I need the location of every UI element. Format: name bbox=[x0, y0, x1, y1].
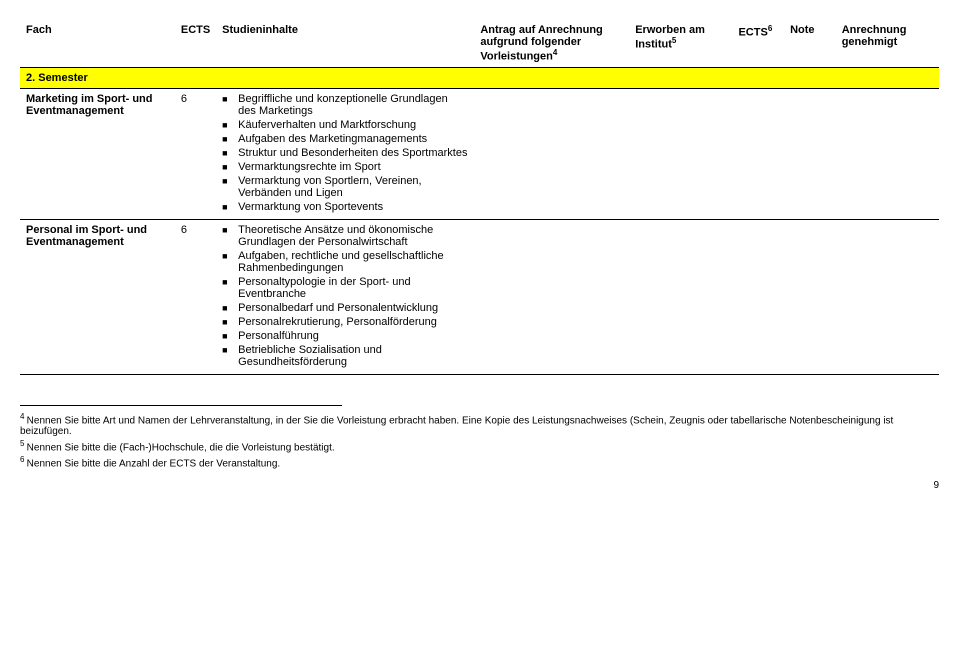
list-item: Vermarktung von Sportevents bbox=[222, 201, 468, 213]
header-row: Fach ECTS Studieninhalte Antrag auf Anre… bbox=[20, 20, 939, 67]
footnote-5: 5 Nennen Sie bitte die (Fach-)Hochschule… bbox=[20, 439, 921, 453]
row-ects: 6 bbox=[175, 88, 216, 219]
header-ects2: ECTS6 bbox=[732, 20, 784, 67]
row-studien: Begriffliche und konzeptionelle Grundlag… bbox=[216, 88, 474, 219]
row-antrag[interactable] bbox=[474, 88, 629, 219]
row-fach: Personal im Sport- und Eventmanagement bbox=[20, 219, 175, 374]
list-item: Personalbedarf und Personalentwicklung bbox=[222, 302, 468, 314]
list-item: Personalrekrutierung, Personalförderung bbox=[222, 316, 468, 328]
semester-label: 2. Semester bbox=[20, 67, 175, 88]
bullet-list: Begriffliche und konzeptionelle Grundlag… bbox=[222, 93, 468, 213]
list-item: Begriffliche und konzeptionelle Grundlag… bbox=[222, 93, 468, 117]
credit-table: Fach ECTS Studieninhalte Antrag auf Anre… bbox=[20, 20, 939, 375]
row-studien: Theoretische Ansätze und ökonomische Gru… bbox=[216, 219, 474, 374]
list-item: Vermarktung von Sportlern, Vereinen, Ver… bbox=[222, 175, 468, 199]
row-anrechnung[interactable] bbox=[836, 219, 939, 374]
row-erworben[interactable] bbox=[629, 219, 732, 374]
header-erworben: Erworben am Institut5 bbox=[629, 20, 732, 67]
row-note[interactable] bbox=[784, 88, 836, 219]
list-item: Struktur und Besonderheiten des Sportmar… bbox=[222, 147, 468, 159]
row-fach: Marketing im Sport- und Eventmanagement bbox=[20, 88, 175, 219]
list-item: Theoretische Ansätze und ökonomische Gru… bbox=[222, 224, 468, 248]
footnote-6: 6 Nennen Sie bitte die Anzahl der ECTS d… bbox=[20, 455, 921, 469]
list-item: Aufgaben, rechtliche und gesellschaftlic… bbox=[222, 250, 468, 274]
row-ects2[interactable] bbox=[732, 88, 784, 219]
row-erworben[interactable] bbox=[629, 88, 732, 219]
semester-row: 2. Semester bbox=[20, 67, 939, 88]
footnote-4: 4 Nennen Sie bitte Art und Namen der Leh… bbox=[20, 412, 921, 437]
header-anrechnung: Anrechnung genehmigt bbox=[836, 20, 939, 67]
list-item: Personalführung bbox=[222, 330, 468, 342]
header-ects: ECTS bbox=[175, 20, 216, 67]
header-studien: Studieninhalte bbox=[216, 20, 474, 67]
list-item: Aufgaben des Marketingmanagements bbox=[222, 133, 468, 145]
table-row: Personal im Sport- und Eventmanagement 6… bbox=[20, 219, 939, 374]
list-item: Käuferverhalten und Marktforschung bbox=[222, 119, 468, 131]
page-number: 9 bbox=[20, 480, 939, 491]
header-note: Note bbox=[784, 20, 836, 67]
footnotes: 4 Nennen Sie bitte Art und Namen der Leh… bbox=[20, 405, 342, 470]
header-fach: Fach bbox=[20, 20, 175, 67]
row-note[interactable] bbox=[784, 219, 836, 374]
table-row: Marketing im Sport- und Eventmanagement … bbox=[20, 88, 939, 219]
row-ects2[interactable] bbox=[732, 219, 784, 374]
list-item: Personaltypologie in der Sport- und Even… bbox=[222, 276, 468, 300]
list-item: Vermarktungsrechte im Sport bbox=[222, 161, 468, 173]
list-item: Betriebliche Sozialisation und Gesundhei… bbox=[222, 344, 468, 368]
bullet-list: Theoretische Ansätze und ökonomische Gru… bbox=[222, 224, 468, 368]
row-antrag[interactable] bbox=[474, 219, 629, 374]
row-anrechnung[interactable] bbox=[836, 88, 939, 219]
row-ects: 6 bbox=[175, 219, 216, 374]
header-antrag: Antrag auf Anrechnung aufgrund folgender… bbox=[474, 20, 629, 67]
